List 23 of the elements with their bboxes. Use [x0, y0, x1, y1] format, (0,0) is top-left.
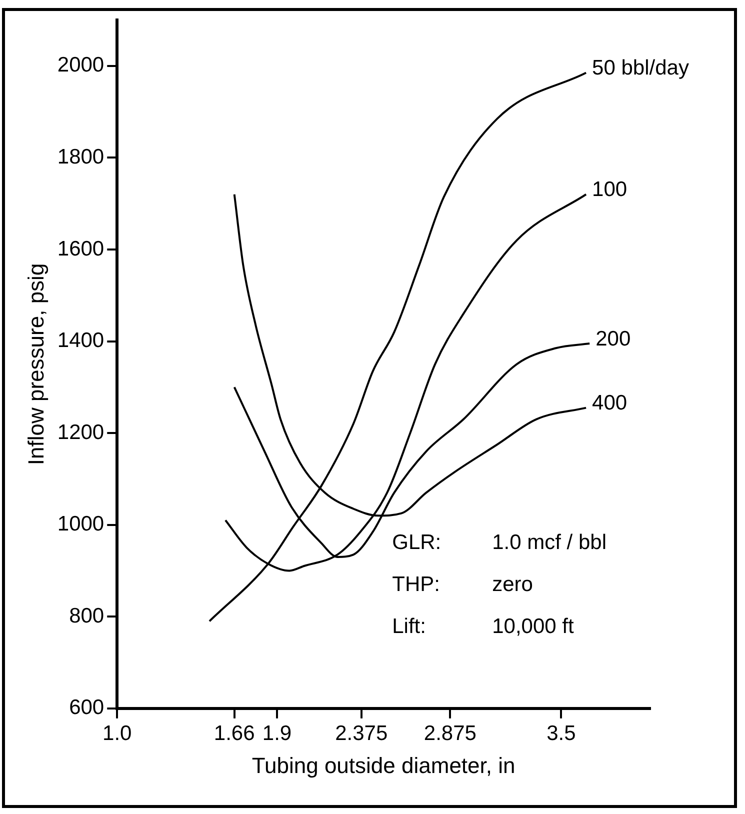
y-tick-label: 600 — [69, 696, 104, 720]
x-tick-label: 1.66 — [214, 722, 255, 745]
y-tick-label: 1400 — [57, 329, 104, 352]
x-tick-label: 2.375 — [335, 722, 388, 745]
x-tick-label: 1.9 — [262, 722, 292, 745]
y-tick-label: 2000 — [57, 54, 104, 77]
text: Lift: 10,000 ft — [392, 614, 574, 638]
series-label: 50 bbl/day — [592, 56, 690, 80]
text: GLR: 1.0 mcf / bbl — [392, 530, 607, 554]
y-tick-label: 1800 — [57, 145, 104, 168]
x-tick-label: 3.5 — [546, 722, 576, 745]
y-tick-label: 800 — [69, 604, 104, 628]
series-label: 400 — [592, 392, 628, 415]
y-tick-label: 1600 — [57, 237, 104, 260]
y-tick-label: 1200 — [57, 420, 104, 444]
y-tick-label: 1000 — [57, 512, 104, 536]
text: THP: zero — [392, 572, 533, 596]
x-axis-title: Tubing outside diameter, in — [252, 752, 516, 778]
series-label: 100 — [592, 178, 628, 202]
x-tick-label: 2.875 — [424, 722, 476, 745]
x-tick-label: 1.0 — [102, 722, 132, 745]
y-axis-title: Inflow pressure, psig — [23, 263, 48, 466]
series-label: 200 — [596, 327, 631, 350]
